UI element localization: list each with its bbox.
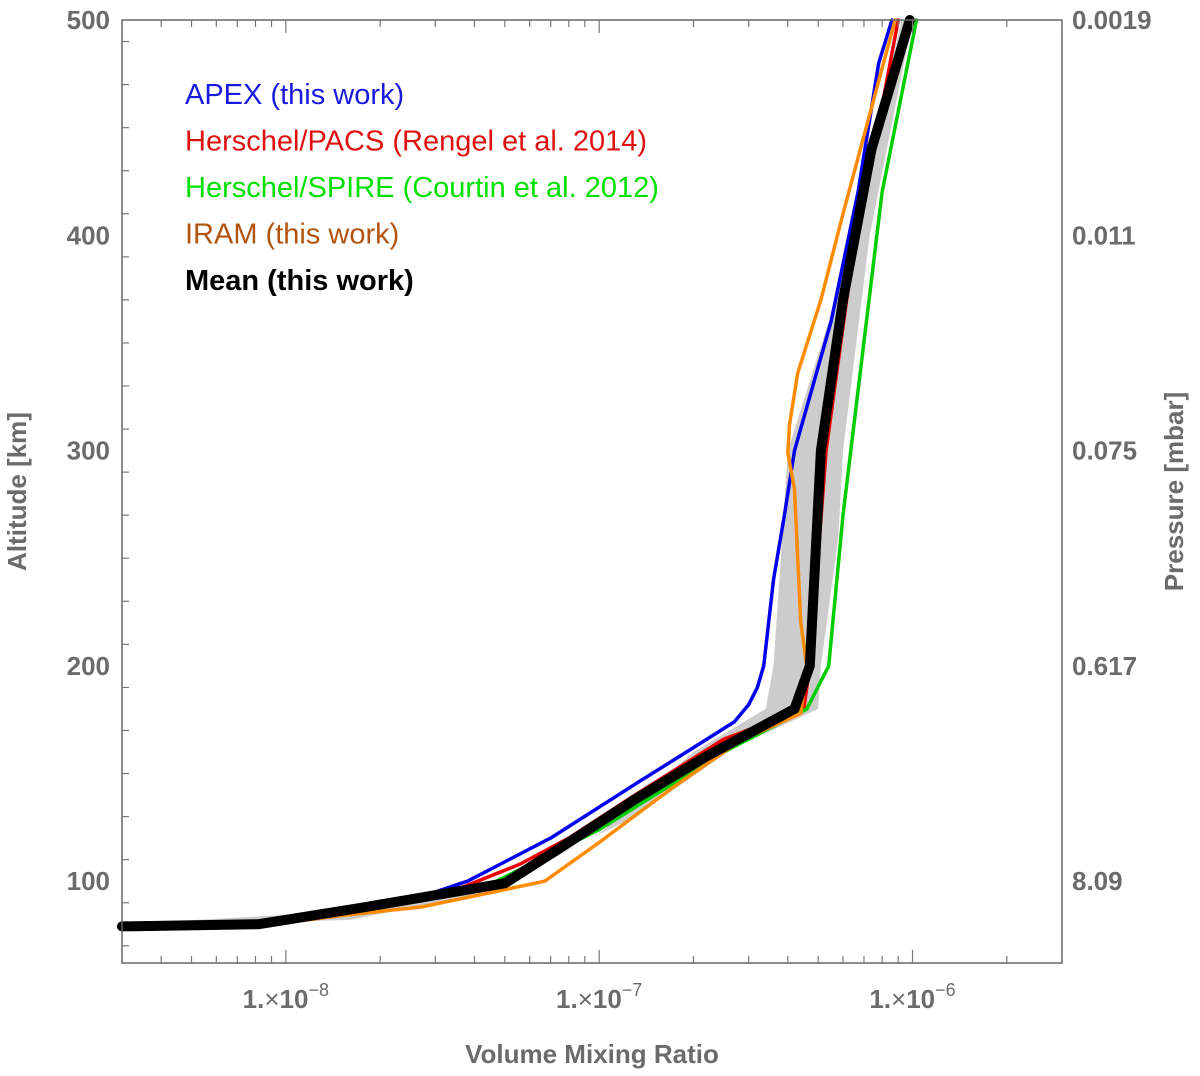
legend: APEX (this work) Herschel/PACS (Rengel et… (185, 79, 659, 297)
plot-frame (121, 19, 1063, 964)
x-axis-title: Volume Mixing Ratio (465, 1039, 719, 1069)
tick-labels-layer: 1.×10−8 1.×10−7 1.×10−6 100 200 300 400 500 8.09… (67, 5, 1152, 1014)
y-tick-label-0: 100 (67, 866, 110, 896)
legend-entry-4: Mean (this work) (185, 265, 414, 297)
y-right-tick-label-4: 0.0019 (1072, 5, 1152, 35)
y-right-axis-title: Pressure [mbar] (1159, 392, 1189, 591)
x-tick-label-0: 1.×10−8 (243, 980, 329, 1014)
legend-entry-2: Herschel/SPIRE (Courtin et al. 2012) (185, 172, 659, 204)
series-line-4 (117, 15, 915, 932)
x-tick-label-2: 1.×10−6 (869, 980, 955, 1014)
y-right-tick-label-3: 0.011 (1072, 220, 1136, 250)
y-tick-label-4: 500 (67, 5, 110, 35)
legend-entry-0: APEX (this work) (185, 79, 404, 111)
y-tick-label-3: 400 (67, 220, 110, 250)
y-tick-label-2: 300 (67, 436, 110, 466)
ticks-layer (121, 20, 1063, 963)
y-right-tick-label-1: 0.617 (1072, 651, 1137, 681)
y-right-tick-label-0: 8.09 (1072, 866, 1123, 896)
y-tick-label-1: 200 (67, 651, 110, 681)
legend-entry-3: IRAM (this work) (185, 219, 399, 251)
series-layer (117, 15, 919, 932)
legend-entry-1: Herschel/PACS (Rengel et al. 2014) (185, 126, 647, 158)
y-axis-title: Altitude [km] (2, 412, 32, 571)
y-right-tick-label-2: 0.075 (1072, 436, 1137, 466)
x-tick-label-1: 1.×10−7 (556, 980, 642, 1014)
